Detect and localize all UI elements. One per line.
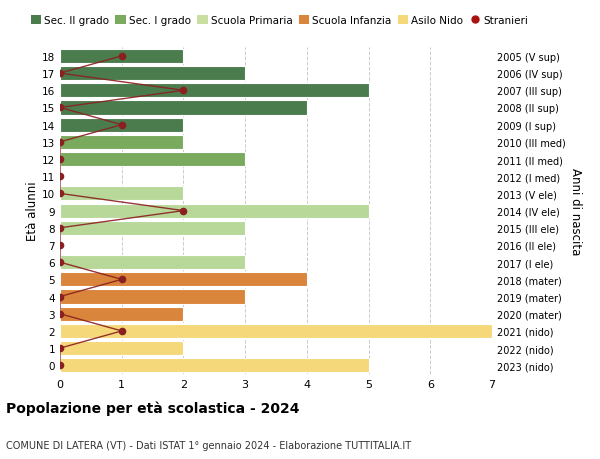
Y-axis label: Anni di nascita: Anni di nascita xyxy=(569,168,582,255)
Bar xyxy=(60,307,184,321)
Text: Popolazione per età scolastica - 2024: Popolazione per età scolastica - 2024 xyxy=(6,401,299,415)
Bar xyxy=(60,273,307,287)
Bar xyxy=(60,221,245,235)
Bar xyxy=(60,67,245,81)
Bar xyxy=(60,187,184,201)
Bar xyxy=(60,341,184,355)
Bar xyxy=(60,50,184,64)
Text: COMUNE DI LATERA (VT) - Dati ISTAT 1° gennaio 2024 - Elaborazione TUTTITALIA.IT: COMUNE DI LATERA (VT) - Dati ISTAT 1° ge… xyxy=(6,440,411,450)
Bar xyxy=(60,135,184,150)
Bar xyxy=(60,153,245,167)
Bar xyxy=(60,358,368,373)
Bar xyxy=(60,118,184,132)
Bar xyxy=(60,204,368,218)
Bar xyxy=(60,256,245,269)
Bar xyxy=(60,101,307,115)
Y-axis label: Età alunni: Età alunni xyxy=(26,181,39,241)
Legend: Sec. II grado, Sec. I grado, Scuola Primaria, Scuola Infanzia, Asilo Nido, Stran: Sec. II grado, Sec. I grado, Scuola Prim… xyxy=(31,16,528,26)
Bar xyxy=(60,84,368,98)
Bar xyxy=(60,290,245,304)
Bar xyxy=(60,324,492,338)
